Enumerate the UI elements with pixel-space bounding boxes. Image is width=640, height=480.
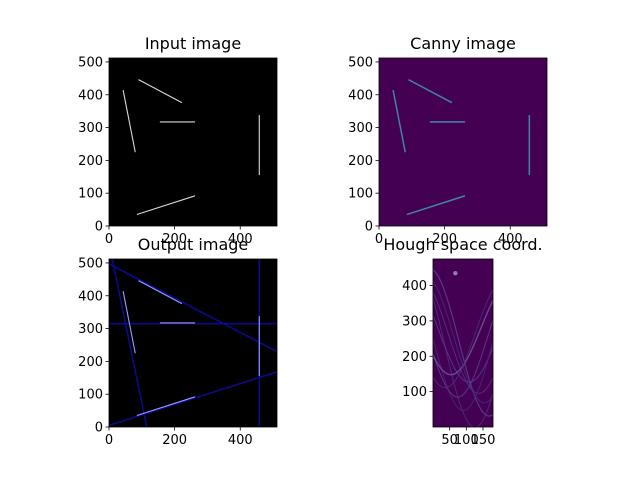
output-lines: [109, 259, 277, 427]
y-tick-label: 0: [95, 220, 103, 235]
hough-peak: [453, 270, 458, 276]
output-segment: [138, 280, 183, 305]
hough-curve: [433, 289, 493, 389]
y-tick-label: 300: [402, 314, 427, 329]
canny-edge-core: [392, 90, 406, 153]
input-image-panel: Input image 0 200 400 0 100 200 300 400 500: [78, 34, 278, 247]
canny-image-panel: Canny image 0 200 400 0 100 200 300 400 500: [348, 34, 548, 247]
y-tick-label: 300: [78, 322, 103, 337]
output-segment: [122, 291, 136, 354]
hough-space-title: Hough space coord.: [383, 235, 542, 254]
y-tick-label: 200: [348, 154, 373, 169]
detected-line: [109, 263, 277, 353]
y-tick-label: 100: [78, 388, 103, 403]
input-image-marks: [122, 79, 260, 216]
x-tick-label: 400: [228, 433, 253, 448]
x-tick-label: 400: [228, 232, 253, 247]
hough-curve: [433, 297, 493, 427]
input-segment: [136, 195, 196, 216]
input-segment: [138, 79, 183, 104]
axes-frame: [108, 258, 278, 428]
y-tick-label: 400: [402, 279, 427, 294]
y-tick-label: 500: [78, 55, 103, 70]
y-tick-label: 500: [78, 256, 103, 271]
hough-curve: [433, 315, 493, 383]
x-tick-label: 0: [105, 433, 113, 448]
x-tick-label: 200: [432, 232, 457, 247]
output-segment: [136, 396, 196, 417]
y-tick-label: 200: [78, 355, 103, 370]
canny-image-canvas: [379, 58, 547, 226]
input-image-canvas: [109, 58, 277, 226]
input-image-axes: 0 200 400 0 100 200 300 400 500: [78, 55, 278, 247]
input-image-title: Input image: [145, 34, 241, 53]
x-tick-label: 200: [162, 433, 187, 448]
y-tick-label: 300: [348, 121, 373, 136]
output-image-marks: [109, 259, 277, 427]
output-image-canvas: [109, 259, 277, 427]
y-tick-label: 100: [348, 187, 373, 202]
canny-image-title: Canny image: [410, 34, 516, 53]
axes-frame: [108, 57, 278, 227]
x-tick-label: 200: [162, 232, 187, 247]
axes-frame: [432, 258, 494, 428]
y-tick-label: 100: [402, 385, 427, 400]
x-tick-label: 400: [498, 232, 523, 247]
x-tick-label: 150: [471, 433, 496, 448]
canny-image-marks: [392, 78, 531, 216]
x-tick-label: 0: [375, 232, 383, 247]
y-tick-label: 200: [78, 154, 103, 169]
hough-curves: [433, 269, 493, 427]
canny-image-axes: 0 200 400 0 100 200 300 400 500: [348, 55, 548, 247]
hough-curve: [433, 338, 493, 411]
hough-curve: [433, 320, 493, 398]
x-tick-label: 50: [441, 433, 458, 448]
output-image-panel: 0 200 400 0 100 200 300 400 500 Output image: [78, 235, 278, 448]
canny-edge-core: [406, 195, 466, 215]
canny-edge-core: [408, 79, 452, 103]
x-tick-label: 100: [454, 433, 479, 448]
y-tick-label: 500: [348, 55, 373, 70]
y-tick-label: 100: [78, 187, 103, 202]
y-tick-label: 300: [78, 121, 103, 136]
output-image-title: Output image: [138, 235, 249, 254]
y-tick-label: 400: [78, 88, 103, 103]
y-tick-label: 400: [348, 88, 373, 103]
axes-frame: [378, 57, 548, 227]
detected-line: [109, 371, 277, 427]
y-tick-label: 200: [402, 350, 427, 365]
hough-curve: [433, 292, 493, 394]
output-image-axes: 0 200 400 0 100 200 300 400 500: [78, 256, 278, 448]
y-tick-label: 0: [365, 220, 373, 235]
y-tick-label: 400: [78, 289, 103, 304]
hough-curve: [433, 269, 493, 417]
x-tick-label: 0: [105, 232, 113, 247]
hough-space-marks: [433, 269, 493, 427]
input-segment: [122, 90, 136, 153]
detected-line: [111, 259, 148, 427]
y-tick-label: 0: [95, 421, 103, 436]
